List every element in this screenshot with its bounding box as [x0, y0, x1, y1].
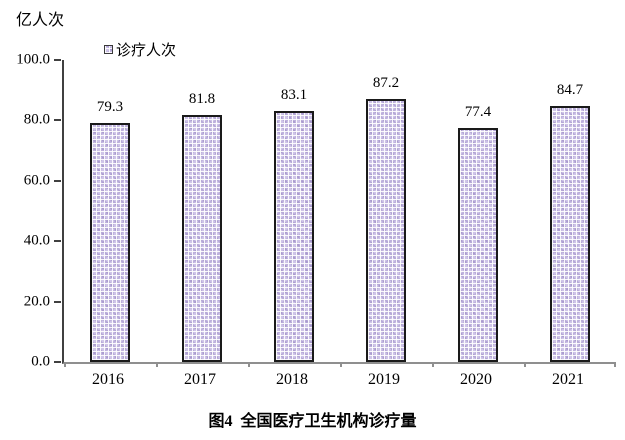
y-tick-mark: [54, 240, 61, 243]
x-category-label: 2016: [92, 371, 124, 388]
y-tick-label: 80.0: [23, 111, 50, 128]
y-tick-mark: [54, 59, 61, 61]
bar-slot: 79.3: [64, 60, 156, 362]
bar-slot: 81.8: [156, 60, 248, 362]
x-axis-labels: 2016 2017 2018 2019 2020 2021: [62, 371, 614, 389]
y-tick-label: 100.0: [16, 51, 50, 68]
legend-label: 诊疗人次: [116, 43, 177, 59]
bar: [90, 122, 130, 362]
bar: [458, 128, 498, 362]
x-tick-mark: [248, 362, 250, 367]
y-axis-unit-label: 亿人次: [16, 12, 65, 29]
bar: [274, 111, 314, 362]
bar-value-label: 77.4: [464, 104, 492, 121]
bar: [366, 98, 406, 362]
bar: [182, 114, 222, 362]
figure-caption: 图4 全国医疗卫生机构诊疗量: [208, 413, 417, 430]
x-tick-mark: [614, 362, 616, 367]
x-tick-mark: [340, 362, 342, 367]
x-category-label: 2020: [460, 371, 492, 388]
legend-swatch-icon: [104, 45, 113, 54]
x-tick-mark: [432, 362, 434, 367]
y-tick-mark: [54, 119, 61, 122]
y-tick-label: 60.0: [23, 172, 50, 189]
y-axis: 0.0 20.0 40.0 60.0 80.0 100.0: [0, 52, 62, 370]
x-tick-mark: [156, 362, 158, 367]
plot-area: 79.3 81.8 83.1 87.2 77.4 84.7: [62, 60, 616, 367]
bar-slot: 77.4: [432, 60, 524, 362]
bar-series: 79.3 81.8 83.1 87.2 77.4 84.7: [64, 60, 616, 362]
bar-slot: 84.7: [524, 60, 616, 362]
y-tick-mark: [54, 361, 61, 363]
bar-slot: 87.2: [340, 60, 432, 362]
x-category-label: 2017: [184, 371, 216, 388]
bar-value-label: 79.3: [96, 98, 124, 115]
y-tick-mark: [54, 300, 61, 303]
y-tick-label: 0.0: [31, 353, 50, 370]
bar-value-label: 81.8: [188, 90, 216, 107]
y-tick-label: 40.0: [23, 232, 50, 249]
x-category-label: 2021: [552, 371, 584, 388]
y-tick-mark: [54, 179, 61, 182]
y-tick-label: 20.0: [23, 293, 50, 310]
bar-slot: 83.1: [248, 60, 340, 362]
chart-legend: 诊疗人次: [104, 39, 176, 60]
bar-value-label: 87.2: [372, 74, 400, 91]
bar-value-label: 83.1: [280, 87, 308, 104]
x-category-label: 2019: [368, 371, 400, 388]
bar: [550, 106, 590, 362]
x-tick-mark: [64, 362, 66, 367]
x-category-label: 2018: [276, 371, 308, 388]
x-tick-mark: [524, 362, 526, 367]
bar-value-label: 84.7: [556, 82, 584, 99]
